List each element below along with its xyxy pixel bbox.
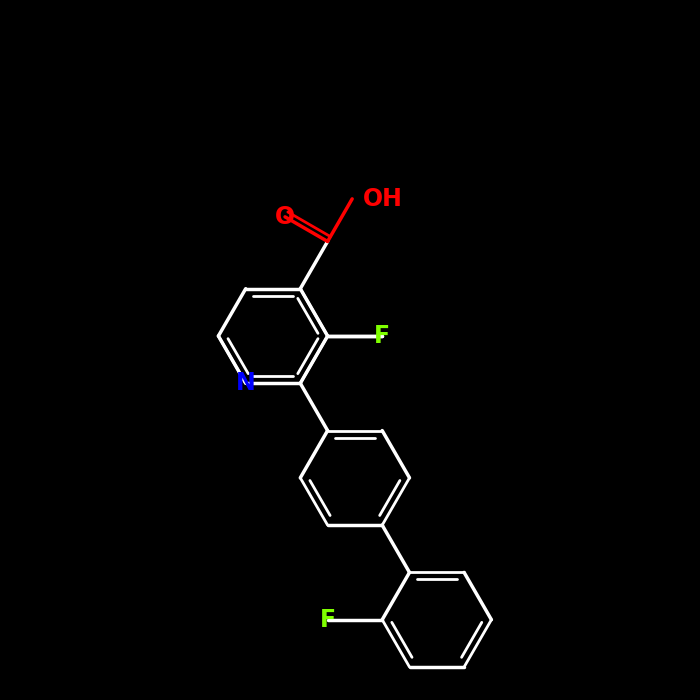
Text: F: F xyxy=(319,608,336,631)
Text: O: O xyxy=(275,205,295,229)
Text: F: F xyxy=(374,324,391,348)
Text: OH: OH xyxy=(363,187,402,211)
Text: N: N xyxy=(236,371,256,395)
